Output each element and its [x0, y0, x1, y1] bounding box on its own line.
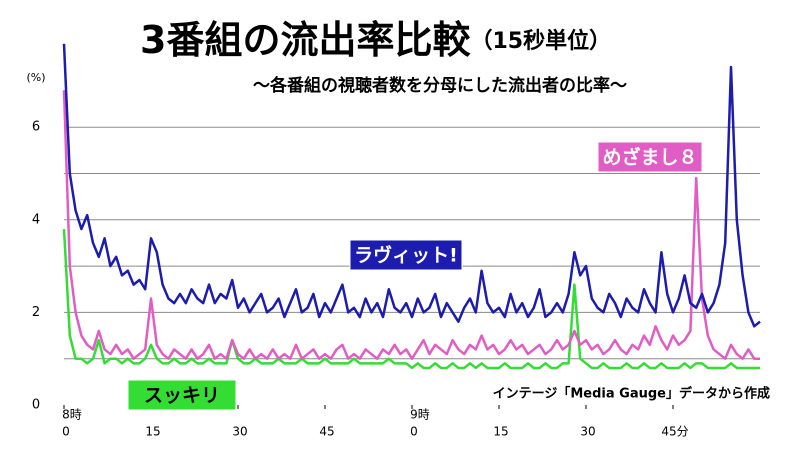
series-line [62, 90, 760, 360]
x-tick-label: 30 [232, 425, 247, 439]
series-line [62, 43, 761, 328]
legend-box [127, 379, 237, 411]
y-tick-label: 2 [32, 305, 40, 320]
x-tick-label: 15 [493, 425, 508, 439]
x-tick-label: 45分 [661, 425, 688, 439]
y-tick-label: 6 [32, 120, 40, 135]
subtitle: ～各番組の視聴者数を分母にした流出者の比率～ [253, 75, 627, 96]
hour-label: 8時 [62, 408, 82, 422]
y-unit: (%) [26, 71, 45, 84]
chart-title: 3番組の流出率比較（15秒単位） [140, 18, 611, 62]
legend-box [597, 141, 703, 173]
x-tick-label: 0 [410, 425, 418, 439]
series-line [62, 228, 760, 370]
x-tick-label: 0 [62, 425, 70, 439]
legend-label: スッキリ [144, 385, 220, 407]
y-tick-label: 0 [32, 398, 40, 413]
title-main: 3番組の流出率比較 [140, 18, 471, 62]
title-note: （15秒単位） [470, 28, 611, 54]
x-tick-label: 30 [580, 425, 595, 439]
legend-label: めざまし８ [602, 146, 697, 169]
x-tick-label: 15 [145, 425, 160, 439]
hour-label: 9時 [410, 408, 430, 422]
legend-label: ラヴィット! [354, 244, 458, 267]
source-note: インテージ「Media Gauge」データから作成 [493, 386, 770, 402]
y-tick-label: 4 [32, 212, 40, 227]
x-tick-label: 45 [319, 425, 334, 439]
legend-box [349, 239, 463, 271]
